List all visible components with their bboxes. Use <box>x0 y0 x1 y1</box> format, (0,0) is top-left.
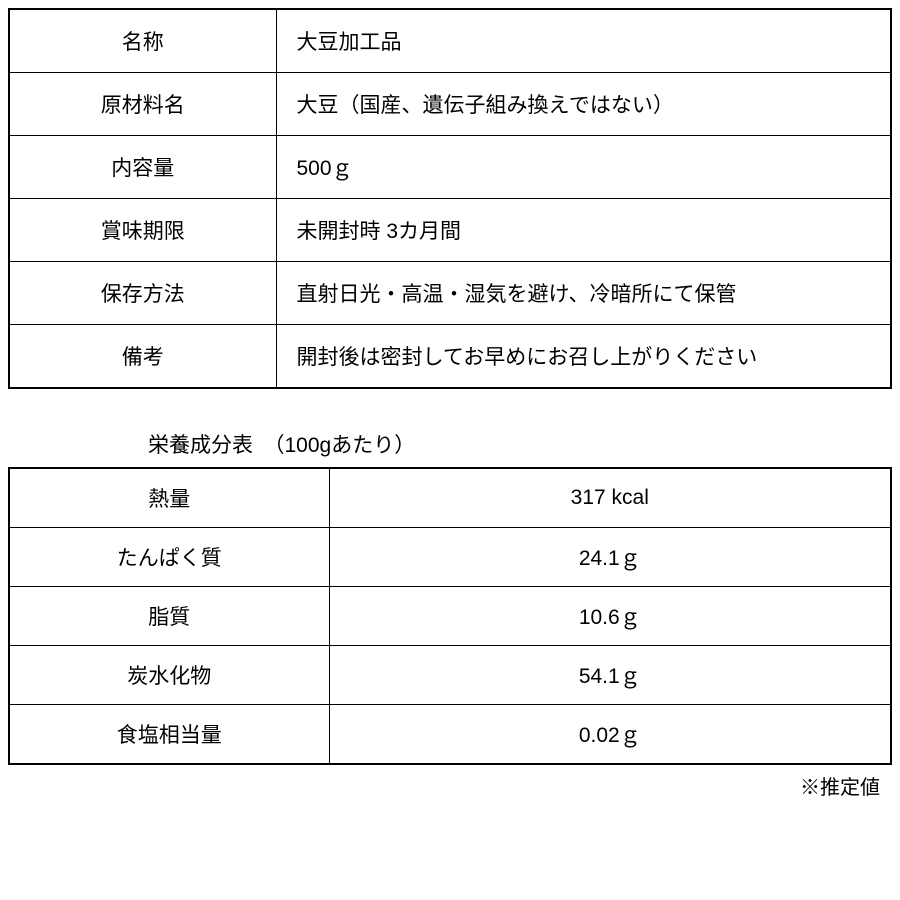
nutrition-value: 317 kcal <box>329 468 891 528</box>
table-row: 賞味期限 未開封時 3カ月間 <box>9 199 891 262</box>
nutrition-label: 脂質 <box>9 587 329 646</box>
nutrition-value: 24.1ｇ <box>329 528 891 587</box>
info-label: 保存方法 <box>9 262 276 325</box>
table-row: 内容量 500ｇ <box>9 136 891 199</box>
nutrition-label: 熱量 <box>9 468 329 528</box>
table-row: 食塩相当量 0.02ｇ <box>9 705 891 765</box>
nutrition-facts-table: 熱量 317 kcal たんぱく質 24.1ｇ 脂質 10.6ｇ 炭水化物 54… <box>8 467 892 765</box>
table-row: 原材料名 大豆（国産、遺伝子組み換えではない） <box>9 73 891 136</box>
info-value: 直射日光・高温・湿気を避け、冷暗所にて保管 <box>276 262 891 325</box>
nutrition-label: 炭水化物 <box>9 646 329 705</box>
nutrition-title: 栄養成分表 （100gあたり） <box>8 429 892 459</box>
table-row: 熱量 317 kcal <box>9 468 891 528</box>
table-row: 保存方法 直射日光・高温・湿気を避け、冷暗所にて保管 <box>9 262 891 325</box>
nutrition-value: 0.02ｇ <box>329 705 891 765</box>
table-row: 備考 開封後は密封してお早めにお召し上がりください <box>9 325 891 389</box>
table-row: 炭水化物 54.1ｇ <box>9 646 891 705</box>
info-label: 内容量 <box>9 136 276 199</box>
info-value: 500ｇ <box>276 136 891 199</box>
table-row: 名称 大豆加工品 <box>9 9 891 73</box>
info-label: 原材料名 <box>9 73 276 136</box>
nutrition-footnote: ※推定値 <box>8 771 892 800</box>
info-label: 賞味期限 <box>9 199 276 262</box>
table-row: 脂質 10.6ｇ <box>9 587 891 646</box>
info-label: 名称 <box>9 9 276 73</box>
info-value: 大豆（国産、遺伝子組み換えではない） <box>276 73 891 136</box>
nutrition-value: 10.6ｇ <box>329 587 891 646</box>
table-row: たんぱく質 24.1ｇ <box>9 528 891 587</box>
nutrition-value: 54.1ｇ <box>329 646 891 705</box>
product-info-table: 名称 大豆加工品 原材料名 大豆（国産、遺伝子組み換えではない） 内容量 500… <box>8 8 892 389</box>
info-value: 未開封時 3カ月間 <box>276 199 891 262</box>
nutrition-label: 食塩相当量 <box>9 705 329 765</box>
info-value: 開封後は密封してお早めにお召し上がりください <box>276 325 891 389</box>
info-label: 備考 <box>9 325 276 389</box>
nutrition-label: たんぱく質 <box>9 528 329 587</box>
info-value: 大豆加工品 <box>276 9 891 73</box>
